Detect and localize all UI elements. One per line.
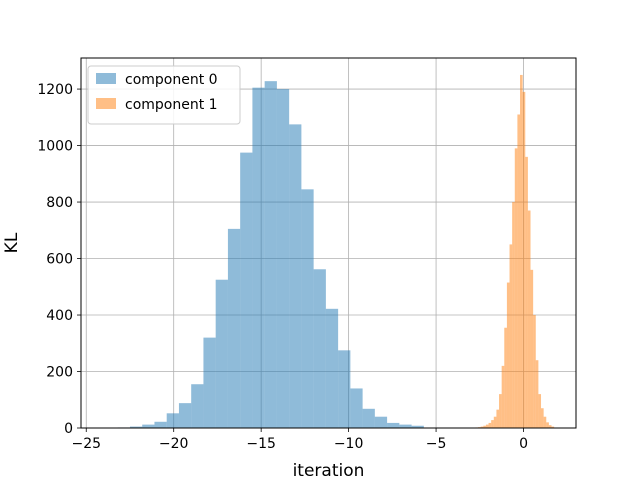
plot-frame — [80, 57, 577, 429]
histogram-bar — [520, 74, 523, 428]
histogram-bar — [551, 426, 555, 428]
histogram-bar — [227, 228, 241, 428]
x-tick-label: 0 — [519, 436, 528, 452]
histogram-bar — [166, 413, 179, 428]
histogram-bar — [252, 87, 265, 428]
histogram-bar — [387, 422, 400, 428]
legend: component 0 component 1 — [87, 65, 241, 125]
series-1 — [475, 74, 555, 428]
histogram-bar — [514, 148, 518, 428]
histogram-bar — [527, 210, 531, 428]
legend-label: component 1 — [125, 97, 218, 113]
histogram-bar — [522, 91, 526, 428]
histogram-bar — [313, 269, 326, 428]
x-tick-label: −20 — [159, 436, 189, 452]
y-tick-label: 1200 — [37, 82, 73, 98]
x-tick-label: −15 — [246, 436, 276, 452]
histogram-bar — [525, 156, 528, 428]
ticks: −25 −20 −15 −10 −5 0 0 200 400 600 800 1000 1200 — [37, 82, 528, 452]
y-tick-label: 800 — [46, 195, 73, 211]
histogram-bar — [501, 365, 505, 428]
y-tick-label: 1000 — [37, 139, 73, 155]
histogram-bar — [325, 308, 339, 428]
histogram-bar — [480, 426, 484, 428]
histogram-bar — [485, 424, 489, 428]
histogram-bar — [541, 408, 544, 428]
x-tick-label: −25 — [71, 436, 101, 452]
histogram-bar — [289, 124, 302, 428]
histogram-bar — [509, 244, 513, 428]
histogram-bar — [411, 425, 424, 428]
histogram-bar — [142, 424, 155, 428]
y-axis-label: KL — [2, 232, 22, 253]
histogram-bar — [154, 421, 167, 428]
legend-box — [87, 65, 241, 125]
histogram-bar — [543, 416, 547, 428]
legend-swatch — [96, 98, 116, 109]
histogram-bar — [483, 425, 486, 428]
histogram-bar — [399, 424, 412, 428]
y-tick-label: 600 — [46, 252, 73, 268]
histogram-bar — [215, 279, 228, 428]
histogram-bar — [493, 416, 497, 428]
histogram-bar — [362, 408, 375, 428]
histogram-bar — [240, 152, 253, 428]
histogram-bar — [203, 337, 216, 428]
y-tick-label: 200 — [46, 365, 73, 381]
series-0 — [117, 81, 424, 429]
x-tick-label: −5 — [426, 436, 447, 452]
histogram-bar — [350, 388, 363, 428]
histogram-bar — [504, 327, 507, 428]
histogram-bar — [191, 384, 204, 428]
legend-label: component 0 — [125, 72, 218, 88]
histogram-bar — [533, 315, 536, 428]
y-tick-label: 0 — [64, 421, 73, 437]
histogram-bar — [301, 189, 314, 428]
histogram-bar — [129, 426, 143, 428]
histogram-bar — [374, 416, 388, 428]
histogram-bar — [276, 89, 290, 429]
histogram-bar — [530, 269, 534, 428]
histogram-bar — [178, 403, 192, 428]
histogram-bar — [546, 422, 549, 428]
histogram-bar — [538, 394, 542, 428]
x-tick-label: −10 — [334, 436, 364, 452]
histogram-bar — [506, 282, 510, 428]
histogram-bar — [535, 360, 539, 428]
histogram-bar — [499, 394, 502, 428]
histogram-bar — [264, 81, 277, 428]
bars — [117, 74, 555, 429]
x-axis-label: iteration — [293, 461, 365, 480]
legend-swatch — [96, 73, 116, 84]
histogram-bar — [512, 202, 515, 428]
y-tick-label: 400 — [46, 308, 73, 324]
histogram-bar — [548, 425, 552, 428]
histogram-bar — [491, 420, 494, 428]
histogram-bar — [496, 409, 500, 428]
histogram-bar — [338, 350, 351, 428]
histogram-bar — [517, 114, 521, 428]
histogram-bar — [488, 422, 492, 428]
